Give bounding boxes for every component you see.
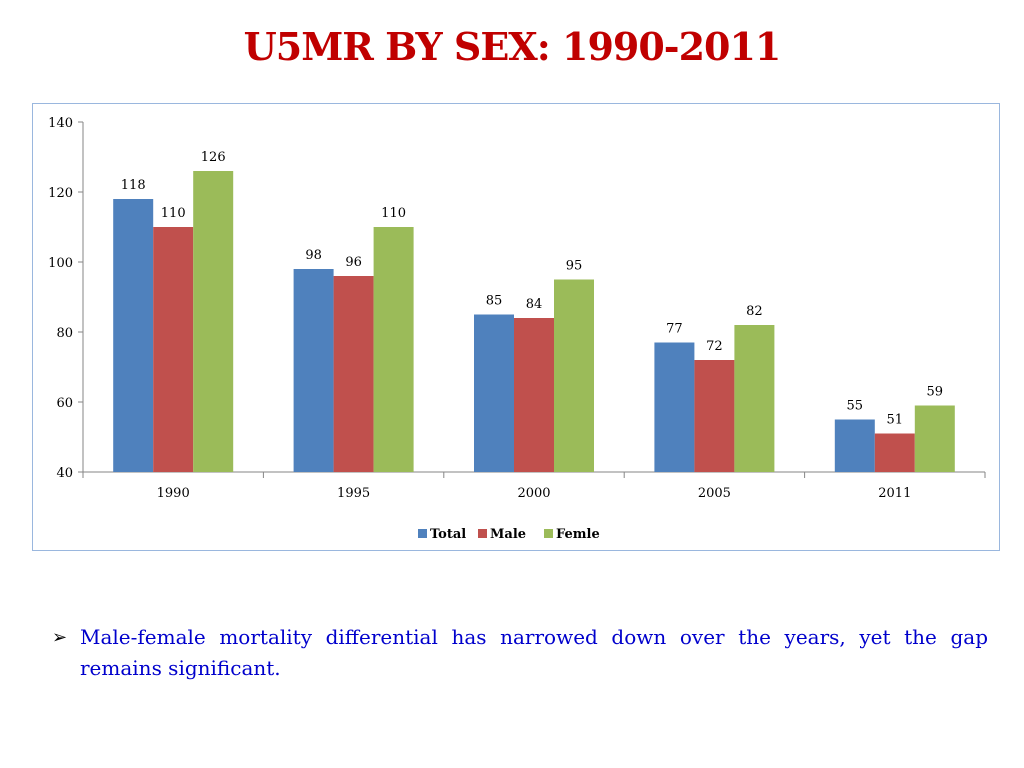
legend-swatch-male xyxy=(478,529,487,538)
y-tick-label: 140 xyxy=(48,116,73,131)
bar-male-2005 xyxy=(694,360,735,472)
x-tick-label: 1990 xyxy=(157,486,190,501)
data-label: 84 xyxy=(526,297,543,312)
x-tick-label: 2011 xyxy=(878,486,911,501)
bar-femle-1995 xyxy=(373,227,414,472)
bar-total-2011 xyxy=(834,419,875,472)
bar-male-2011 xyxy=(874,433,915,472)
data-label: 77 xyxy=(666,322,683,337)
bar-femle-2000 xyxy=(554,279,594,472)
data-label: 55 xyxy=(847,399,864,414)
bar-total-1990 xyxy=(113,199,154,472)
bar-femle-1990 xyxy=(193,171,234,472)
bar-male-2000 xyxy=(514,318,554,472)
bullet-point: ➢ Male-female mortality differential has… xyxy=(52,622,988,684)
chart-area: 40 60 80 100 120 140 118 110 126 1990 98 96 110 1995 8… xyxy=(32,103,1000,551)
legend-swatch-femle xyxy=(544,529,553,538)
y-tick-label: 80 xyxy=(56,326,73,341)
slide-title: U5MR BY SEX: 1990-2011 xyxy=(243,24,782,69)
y-tick-label: 60 xyxy=(56,396,73,411)
data-label: 82 xyxy=(746,304,763,319)
data-label: 110 xyxy=(161,206,186,221)
data-label: 98 xyxy=(305,248,322,263)
x-tick-label: 2000 xyxy=(517,486,550,501)
y-tick-label: 120 xyxy=(48,186,73,201)
legend-swatch-total xyxy=(418,529,427,538)
legend-label: Total xyxy=(430,527,466,542)
y-tick-label: 100 xyxy=(48,256,73,271)
y-tick-label: 40 xyxy=(56,466,73,481)
bar-male-1990 xyxy=(153,227,194,472)
bar-femle-2011 xyxy=(914,405,955,472)
bar-male-1995 xyxy=(333,276,374,472)
data-label: 96 xyxy=(345,255,362,270)
x-tick-label: 1995 xyxy=(337,486,370,501)
data-label: 59 xyxy=(927,385,944,400)
data-label: 72 xyxy=(706,339,723,354)
data-label: 51 xyxy=(887,413,904,428)
bullet-text: Male-female mortality differential has n… xyxy=(80,625,988,680)
data-label: 126 xyxy=(201,150,226,165)
bar-femle-2005 xyxy=(734,325,775,472)
data-label: 85 xyxy=(486,294,503,309)
legend-label: Femle xyxy=(556,527,600,542)
bar-total-2005 xyxy=(654,342,695,472)
data-label: 118 xyxy=(121,178,146,193)
bar-total-2000 xyxy=(474,314,514,472)
bar-total-1995 xyxy=(293,269,334,472)
legend-label: Male xyxy=(490,527,526,542)
x-tick-label: 2005 xyxy=(698,486,731,501)
arrowhead-bullet-icon: ➢ xyxy=(52,627,68,648)
data-label: 95 xyxy=(566,259,583,274)
bar-chart: 40 60 80 100 120 140 118 110 126 1990 98 96 110 1995 8… xyxy=(48,116,986,542)
data-label: 110 xyxy=(381,206,406,221)
